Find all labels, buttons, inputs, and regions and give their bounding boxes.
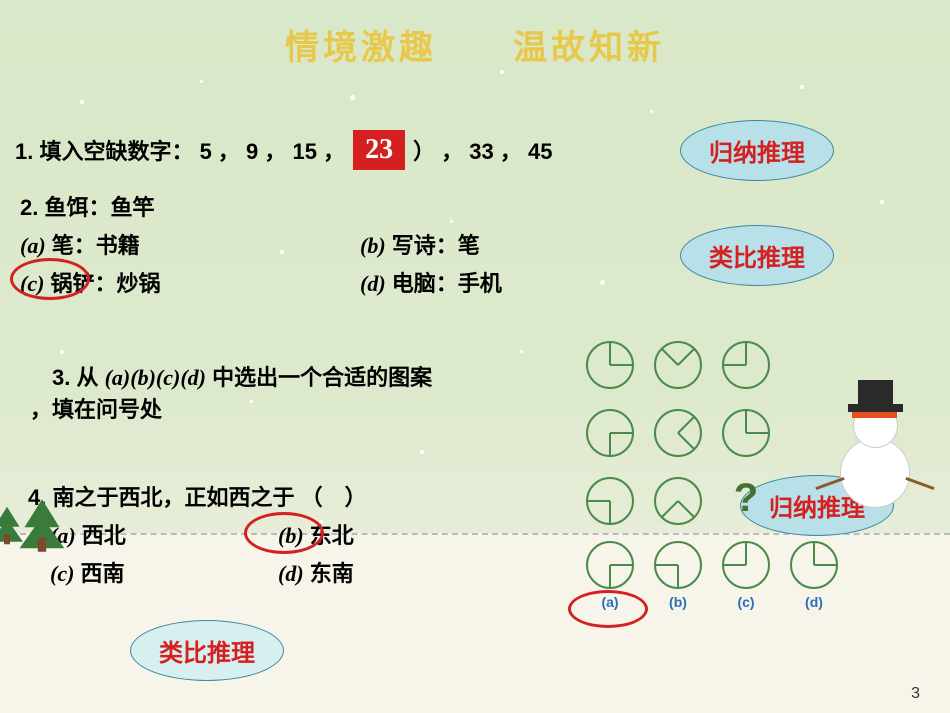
q2-opt-c: (c) 锅铲：炒锅 — [20, 266, 340, 298]
tree-decoration — [20, 499, 65, 552]
badge-q2: 类比推理 — [680, 225, 834, 286]
slide-title: 情境激趣 温故知新 — [0, 20, 950, 69]
q2-opt-a: (a) 笔：书籍 — [20, 228, 340, 260]
q1-rest: ） ， 33 ， 45 — [413, 134, 552, 166]
pie-cell — [580, 340, 640, 400]
pie-cell — [580, 408, 640, 468]
q2-opt-b: (b) 写诗：笔 — [360, 228, 680, 260]
pie-cell — [648, 340, 708, 400]
tree-decoration — [0, 507, 23, 545]
pie-option: (d) — [784, 540, 844, 610]
page-number: 3 — [911, 685, 920, 703]
q2-opt-d: (d) 电脑：手机 — [360, 266, 680, 298]
q1-answer: 23 — [353, 130, 405, 170]
pie-option: (b) — [648, 540, 708, 610]
badge-q1: 归纳推理 — [680, 120, 834, 181]
pie-puzzle-grid: ? — [580, 340, 776, 536]
pie-cell: ? — [716, 476, 776, 536]
q4-opt-c: (c) 西南 — [28, 556, 248, 588]
q4-prompt: 4. 南之于西北，正如西之于 （ ） — [28, 480, 498, 512]
question-2: 2. 鱼饵：鱼竿 (a) 笔：书籍 (b) 写诗：笔 (c) 锅铲：炒锅 (d)… — [20, 190, 680, 298]
q1-prompt: 1. 填入空缺数字： 5 ， 9 ， 15 ， — [15, 134, 345, 166]
question-1: 1. 填入空缺数字： 5 ， 9 ， 15 ， 23 ） ， 33 ， 45 — [15, 130, 552, 170]
badge-q4: 类比推理 — [130, 620, 284, 681]
pie-option: (c) — [716, 540, 776, 610]
q4-opt-d: (d) 东南 — [278, 556, 498, 588]
answer-circle-icon — [244, 512, 324, 554]
pie-cell — [716, 408, 776, 468]
pie-cell — [580, 476, 640, 536]
snowman-decoration — [840, 380, 910, 508]
question-4: 4. 南之于西北，正如西之于 （ ） (a) 西北 (b) 东北 (c) 西南 … — [28, 480, 498, 588]
pie-cell — [648, 408, 708, 468]
answer-circle-icon — [10, 258, 90, 300]
answer-circle-icon — [568, 590, 648, 628]
question-3: 3. 从 (a)(b)(c)(d) 中选出一个合适的图案 ，填在问号处 — [30, 360, 460, 424]
q2-prompt: 2. 鱼饵：鱼竿 — [20, 190, 680, 222]
pie-cell — [716, 340, 776, 400]
pie-cell — [648, 476, 708, 536]
